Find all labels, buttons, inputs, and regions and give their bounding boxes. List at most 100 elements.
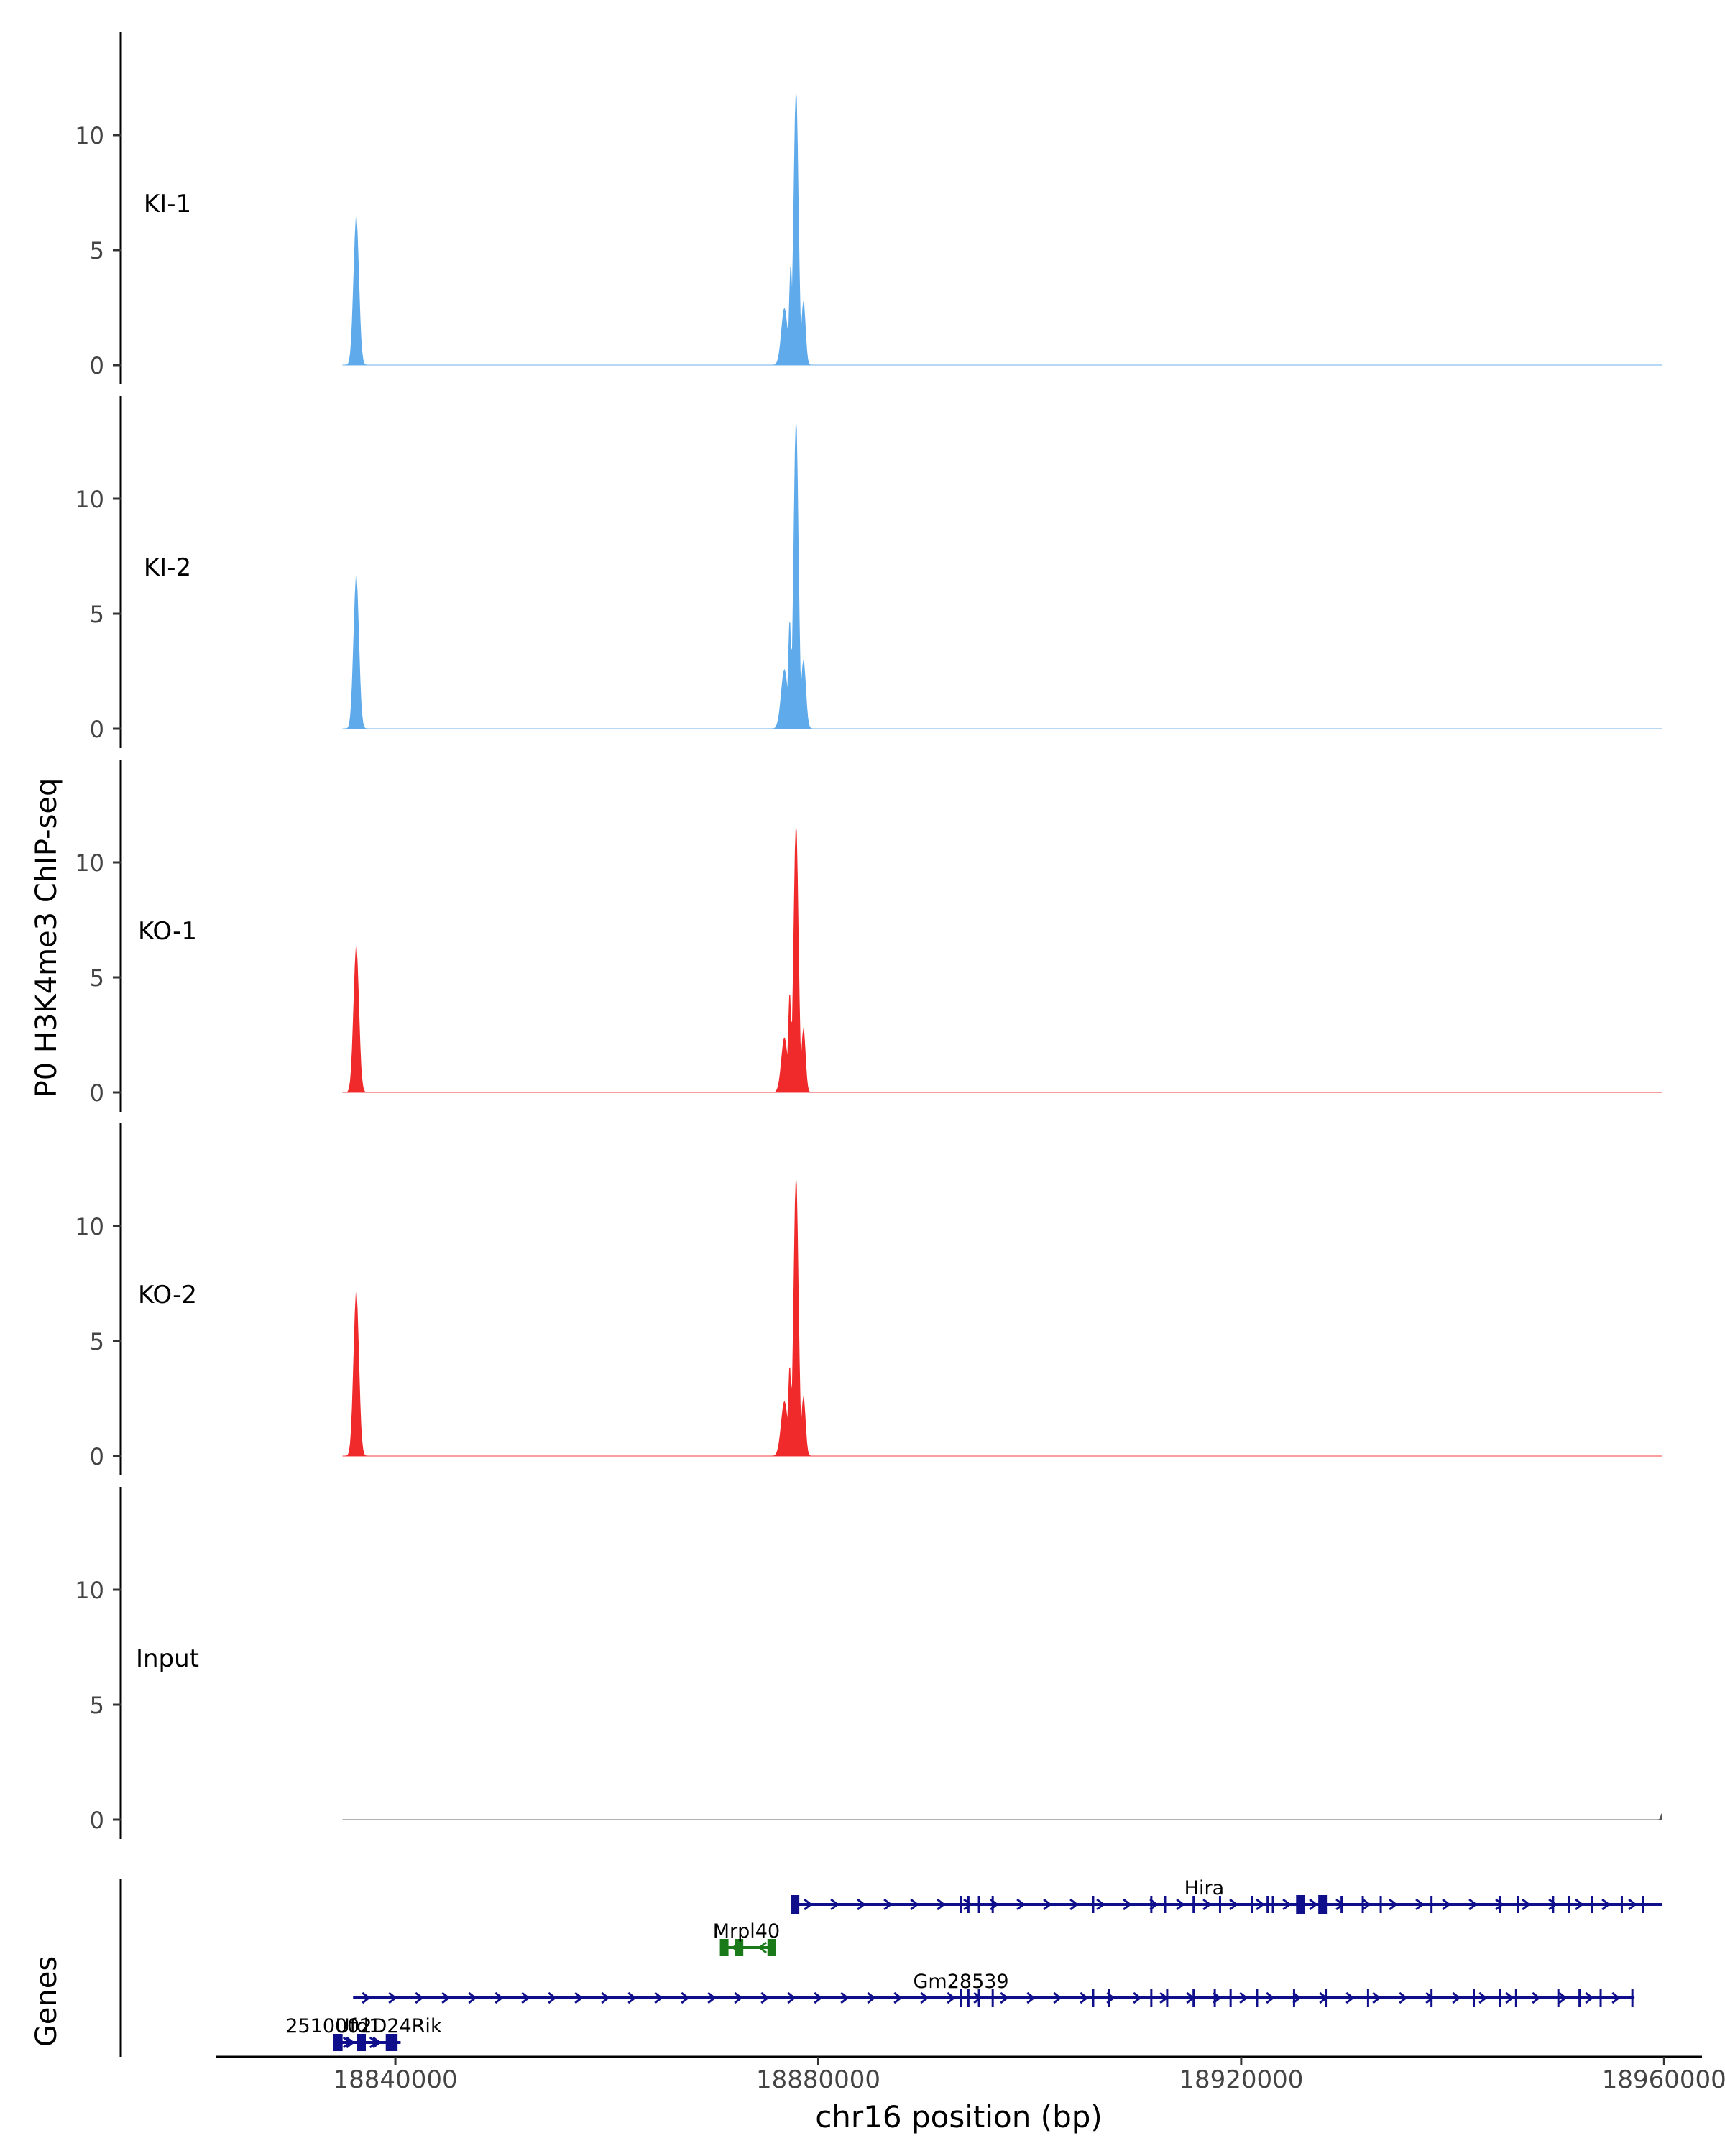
strand-chevron — [1425, 1991, 1435, 2004]
track-label: KO-1 — [138, 917, 197, 946]
strand-chevron — [758, 1941, 768, 1954]
strand-chevron — [814, 1991, 823, 2004]
gene-hira: Hira — [794, 1877, 1662, 1913]
strand-chevron — [1558, 1991, 1568, 2004]
y-tick-label: 10 — [75, 122, 104, 149]
strand-chevron — [1309, 1898, 1318, 1911]
y-tick-label: 5 — [90, 237, 104, 264]
strand-chevron — [1292, 1991, 1302, 2004]
strand-chevron — [1000, 1991, 1009, 2004]
signal-area-ko-2 — [342, 1174, 1662, 1456]
exon-block — [791, 1895, 800, 1914]
gene-label: 2510002D24Rik — [285, 2015, 442, 2037]
strand-chevron — [1053, 1991, 1062, 2004]
y-tick-label: 5 — [90, 964, 104, 992]
track-label: Input — [136, 1644, 199, 1673]
gene-ufd1: Ufd1 — [333, 2015, 396, 2051]
strand-chevron — [388, 1991, 397, 2004]
strand-chevron — [1239, 1991, 1248, 2004]
exon-block — [735, 1939, 744, 1956]
strand-chevron — [1495, 1898, 1504, 1911]
track-label: KI-1 — [144, 190, 191, 218]
y-tick-label: 10 — [75, 1577, 104, 1604]
y-tick-label: 0 — [90, 1807, 104, 1834]
strand-chevron — [362, 1991, 371, 2004]
strand-chevron — [369, 2036, 379, 2049]
strand-chevron — [760, 1991, 770, 2004]
y-tick-label: 5 — [90, 1692, 104, 1719]
strand-chevron — [840, 1991, 850, 2004]
strand-chevron — [1611, 1991, 1621, 2004]
strand-chevron — [1123, 1898, 1132, 1911]
gene-mrpl40: Mrpl40 — [713, 1920, 780, 1956]
strand-chevron — [937, 1898, 946, 1911]
exon-block — [1318, 1895, 1328, 1914]
gene-2510002d24rik: 2510002D24Rik — [285, 2015, 442, 2051]
strand-chevron — [1532, 1991, 1541, 2004]
x-tick-label: 18880000 — [756, 2065, 880, 2094]
strand-chevron — [707, 1991, 717, 2004]
x-tick-label: 18960000 — [1602, 2065, 1725, 2094]
y-tick-label: 10 — [75, 486, 104, 513]
strand-chevron — [548, 1991, 557, 2004]
strand-chevron — [893, 1991, 903, 2004]
track-panel-ki-2: 0 5 10 KI-2 — [75, 396, 1662, 748]
strand-chevron — [1080, 1991, 1089, 2004]
signal-area-ki-1 — [342, 88, 1662, 365]
strand-chevron — [1266, 1991, 1275, 2004]
track-panel-ko-1: 0 5 10 KO-1 — [75, 760, 1662, 1112]
y-tick-label: 10 — [75, 849, 104, 877]
strand-chevron — [601, 1991, 610, 2004]
strand-chevron — [920, 1991, 929, 2004]
gene-label: Ufd1 — [336, 2015, 382, 2037]
strand-chevron — [963, 1898, 972, 1911]
x-tick-label: 18840000 — [334, 2065, 458, 2094]
x-axis: 18840000 18880000 18920000 18960000 — [216, 2055, 1725, 2094]
strand-chevron — [883, 1898, 893, 1911]
strand-chevron — [1026, 1991, 1036, 2004]
gene-gm28539: Gm28539 — [353, 1971, 1635, 2007]
strand-chevron — [1628, 1898, 1637, 1911]
strand-chevron — [1256, 1898, 1265, 1911]
strand-chevron — [1043, 1898, 1052, 1911]
strand-chevron — [1601, 1898, 1611, 1911]
strand-chevron — [1452, 1991, 1461, 2004]
strand-chevron — [574, 1991, 584, 2004]
signal-area-ko-1 — [342, 822, 1662, 1092]
strand-chevron — [1202, 1898, 1212, 1911]
y-tick-label: 0 — [90, 1079, 104, 1107]
track-panel-ko-2: 0 5 10 KO-2 — [75, 1123, 1662, 1475]
strand-chevron — [867, 1991, 876, 2004]
strand-chevron — [1522, 1898, 1531, 1911]
y-tick-label: 0 — [90, 716, 104, 743]
strand-chevron — [787, 1991, 796, 2004]
gene-label: Hira — [1184, 1877, 1224, 1899]
strand-chevron — [857, 1898, 866, 1911]
x-tick-label: 18920000 — [1179, 2065, 1303, 2094]
strand-chevron — [804, 1898, 813, 1911]
strand-chevron — [1468, 1898, 1478, 1911]
track-panel-ki-1: 0 5 10 KI-1 — [75, 32, 1662, 384]
strand-chevron — [1548, 1898, 1558, 1911]
strand-chevron — [1016, 1898, 1026, 1911]
strand-chevron — [1415, 1898, 1425, 1911]
strand-chevron — [415, 1991, 424, 2004]
strand-chevron — [1070, 1898, 1079, 1911]
exon-block — [385, 2034, 395, 2051]
signal-area-ki-2 — [342, 417, 1662, 729]
strand-chevron — [627, 1991, 637, 2004]
strand-chevron — [342, 2036, 352, 2049]
strand-chevron — [1478, 1991, 1488, 2004]
y-axis-title: P0 H3K4me3 ChIP-seq — [30, 778, 63, 1098]
gene-label: Gm28539 — [914, 1971, 1009, 1993]
strand-chevron — [1442, 1898, 1451, 1911]
strand-chevron — [1176, 1898, 1185, 1911]
strand-chevron — [1229, 1898, 1238, 1911]
strand-chevron — [1362, 1898, 1371, 1911]
signal-area-input — [342, 1812, 1662, 1820]
strand-chevron — [1389, 1898, 1398, 1911]
strand-chevron — [654, 1991, 663, 2004]
gene-label: Mrpl40 — [713, 1920, 780, 1943]
